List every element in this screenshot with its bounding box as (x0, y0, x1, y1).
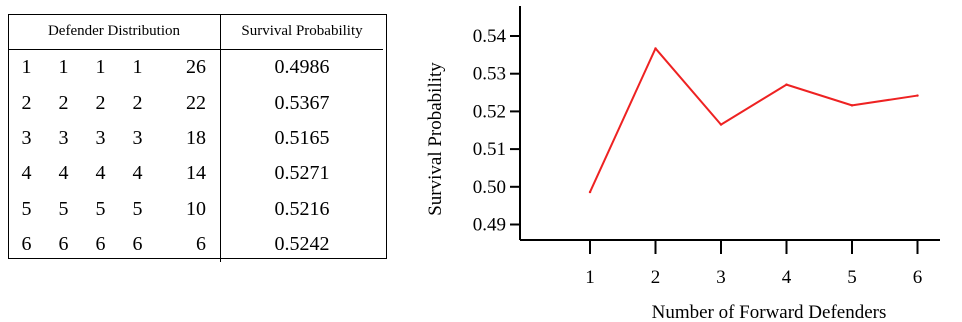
distribution-cell: 18 (186, 126, 206, 149)
probability-cell: 0.5242 (220, 226, 383, 263)
distribution-cell: 5 (21, 197, 32, 220)
data-point (654, 47, 657, 50)
distribution-cell: 3 (132, 126, 143, 149)
x-tick-label: 3 (716, 267, 726, 288)
table-row: 6 6 6 6 6 0.5242 (8, 226, 383, 263)
data-point (719, 123, 723, 126)
distribution-cell: 3 (95, 126, 106, 149)
chart-axes: 0.49 0.50 0.51 0.52 0.53 0.54 1 2 3 4 5 6 (473, 6, 940, 288)
x-tick-label: 2 (651, 267, 661, 288)
defender-table: Defender Distribution Survival Probabili… (8, 14, 383, 263)
distribution-cell: 4 (132, 162, 143, 185)
distribution-cell: 6 (196, 233, 206, 256)
distribution-cell: 6 (132, 233, 143, 256)
data-point (850, 104, 854, 107)
y-tick-label: 0.49 (473, 215, 506, 236)
y-tick-label: 0.53 (473, 64, 506, 85)
y-axis-label: Survival Probability (425, 62, 446, 216)
table-row: 2 2 2 2 22 0.5367 (8, 85, 383, 121)
x-tick-label: 4 (782, 267, 792, 288)
distribution-cell: 6 (21, 233, 32, 256)
table-row: 5 5 5 5 10 0.5216 (8, 191, 383, 227)
y-tick-label: 0.50 (473, 177, 506, 198)
distribution-cell: 1 (95, 56, 106, 79)
distribution-cell: 1 (21, 56, 32, 79)
distribution-cell: 6 (58, 233, 69, 256)
probability-cell: 0.5367 (220, 85, 383, 121)
distribution-cell: 3 (58, 126, 69, 149)
distribution-cell: 1 (58, 56, 69, 79)
distribution-cell: 5 (132, 197, 143, 220)
distribution-cell: 2 (95, 91, 106, 114)
x-tick-label: 1 (585, 267, 595, 288)
chart-series (588, 47, 919, 194)
probability-cell: 0.4986 (220, 49, 383, 86)
header-survival-probability: Survival Probability (220, 14, 383, 50)
distribution-cell: 5 (95, 197, 106, 220)
survival-line (589, 47, 918, 193)
y-tick-label: 0.52 (473, 101, 506, 122)
y-tick-label: 0.51 (473, 139, 506, 160)
table-row: 1 1 1 1 26 0.4986 (8, 49, 383, 86)
distribution-cell: 2 (58, 91, 69, 114)
data-point (785, 83, 788, 86)
distribution-cell: 4 (58, 162, 69, 185)
distribution-cell: 6 (95, 233, 106, 256)
table-row: 3 3 3 3 18 0.5165 (8, 120, 383, 157)
distribution-cell: 4 (21, 162, 32, 185)
x-tick-label: 6 (913, 267, 923, 288)
distribution-cell: 26 (186, 56, 206, 79)
distribution-cell: 5 (58, 197, 69, 220)
distribution-cell: 1 (132, 56, 143, 79)
x-tick-label: 5 (847, 267, 857, 288)
data-point (916, 94, 919, 97)
table-body: 1 1 1 1 26 0.4986 2 2 2 2 22 0.5367 3 3 3 3 18 0.5165 4 4 4 4… (8, 49, 383, 263)
probability-cell: 0.5165 (220, 120, 383, 157)
x-axis-label: Number of Forward Defenders (652, 302, 887, 322)
probability-cell: 0.5216 (220, 191, 383, 227)
table-row: 4 4 4 4 14 0.5271 (8, 156, 383, 192)
distribution-cell: 22 (186, 91, 206, 114)
data-point (588, 190, 592, 194)
distribution-cell: 4 (95, 162, 106, 185)
probability-cell: 0.5271 (220, 156, 383, 192)
header-defender-distribution: Defender Distribution (8, 14, 221, 50)
y-tick-label: 0.54 (473, 26, 507, 47)
distribution-cell: 10 (186, 197, 206, 220)
distribution-cell: 2 (132, 91, 143, 114)
distribution-cell: 2 (21, 91, 32, 114)
distribution-cell: 14 (186, 162, 206, 185)
distribution-cell: 3 (21, 126, 32, 149)
